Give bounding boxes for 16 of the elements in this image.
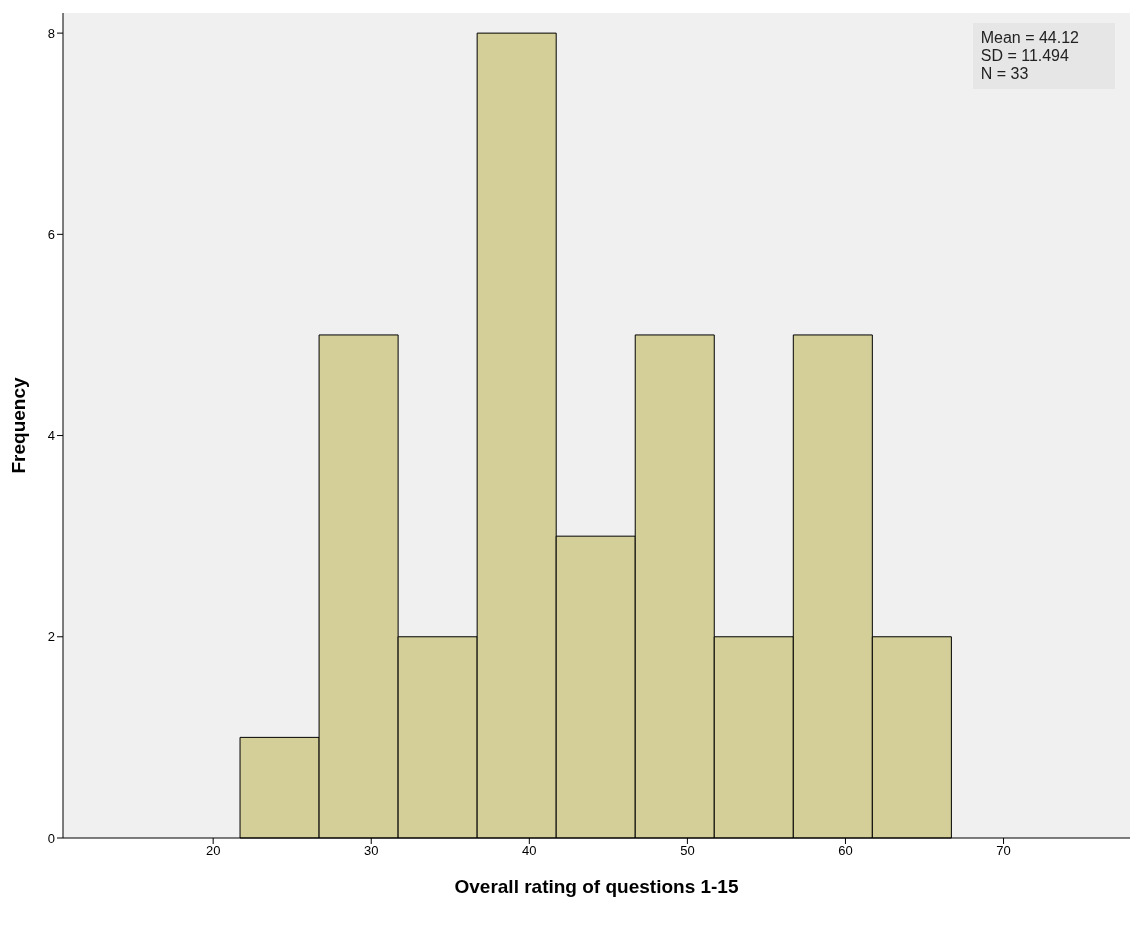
annotation: SD = 11.494	[980, 47, 1070, 65]
x-tick-label: 40	[522, 843, 537, 859]
y-tick-label: 4	[47, 428, 55, 444]
annotation: Mean = 44.12	[980, 29, 1079, 47]
x-axis-title: Overall rating of questions 1-15	[454, 876, 739, 897]
y-axis-title: Frequency	[7, 377, 29, 474]
y-tick-label: 0	[47, 830, 55, 846]
y-tick-label: 8	[47, 25, 55, 41]
x-tick-label: 20	[205, 843, 221, 859]
x-tick-label: 60	[838, 843, 853, 859]
annotation: N = 33	[980, 65, 1030, 83]
x-tick-label: 70	[996, 843, 1011, 859]
y-tick-label: 6	[47, 226, 55, 242]
x-tick-label: 30	[364, 843, 379, 859]
y-tick-label: 2	[47, 629, 55, 645]
x-tick-label: 50	[680, 843, 695, 859]
